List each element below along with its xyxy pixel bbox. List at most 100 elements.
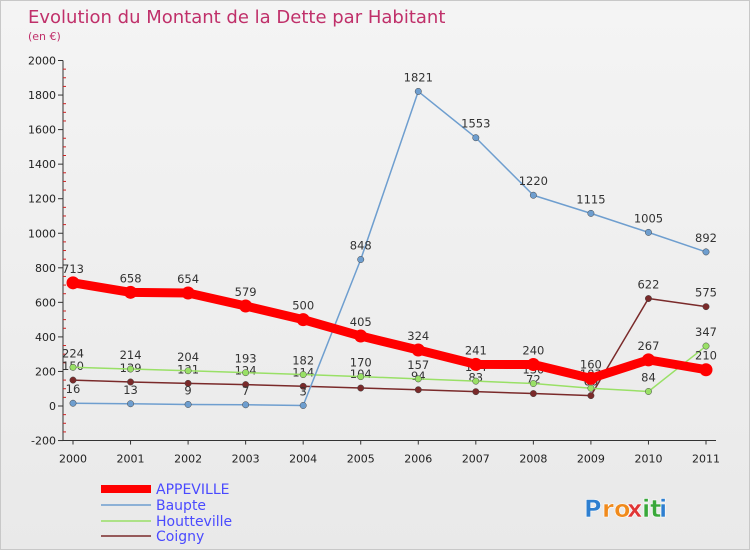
data-point [526,358,540,372]
data-point [124,285,138,299]
x-tick-label: 2003 [232,453,260,466]
data-label: 405 [350,315,372,329]
chart-title: Evolution du Montant de la Dette par Hab… [28,7,445,28]
x-tick-label: 2009 [577,453,605,466]
data-label: 193 [235,352,257,366]
data-label: 1821 [404,70,433,84]
data-point [529,191,537,199]
data-point [641,353,655,367]
series-layer: 1501391311241141049483726062257522421420… [62,70,717,409]
y-tick-label: 1800 [28,89,56,102]
data-point [69,363,77,371]
data-label: 224 [62,346,84,360]
series-coigny: 15013913112411410494837260622575 [62,278,717,400]
data-label: 658 [120,271,142,285]
data-label: 204 [177,350,199,364]
data-label: 1005 [634,211,663,225]
data-point [702,342,710,350]
data-point [587,209,595,217]
data-label: 3 [300,384,307,398]
data-point [411,343,425,357]
data-label: 654 [177,272,199,286]
series-line [68,278,711,383]
data-label: 1220 [519,174,548,188]
data-point [699,363,713,377]
data-label: 9 [184,383,191,397]
data-point [69,376,77,384]
data-label: 210 [695,349,717,363]
x-tick-label: 2008 [519,453,547,466]
data-point [296,313,310,327]
legend-label: Houtteville [156,514,232,530]
logo-letter: t [650,495,661,523]
data-point [414,87,422,95]
data-point [587,392,595,400]
data-point [354,329,368,343]
data-label: 214 [120,348,142,362]
data-point [184,379,192,387]
legend-label: Baupte [156,498,206,514]
data-point [472,134,480,142]
data-point [469,357,483,371]
data-point [414,386,422,394]
data-label: 579 [235,285,257,299]
data-label: 892 [695,231,717,245]
data-label: 240 [522,344,544,358]
y-tick-label: 2000 [28,55,56,68]
data-label: 575 [695,286,717,300]
data-point [66,276,80,290]
legend-label: APPEVILLE [156,482,229,498]
y-tick-label: -200 [31,435,56,448]
x-tick-label: 2002 [174,453,202,466]
y-tick-label: 1200 [28,193,56,206]
data-point [127,378,134,386]
y-tick-label: 600 [35,296,56,309]
chart-subtitle: (en €) [28,30,61,43]
data-point [181,286,195,300]
data-point [529,390,537,398]
axes: -200 0 200 400 600 800 1000 1200 1400 1600 1800 200… [28,55,720,466]
y-tick-label: 0 [49,400,56,413]
data-point [414,375,422,383]
logo-letter: o [614,495,631,523]
series-line [72,90,707,407]
y-tick-label: 1400 [28,158,56,171]
data-label: 160 [580,357,602,371]
data-label: 848 [350,239,372,253]
y-tick-label: 400 [35,331,56,344]
series-appeville: 713 658 654 579 500 405 324 241 240 160 267 210 [62,262,717,385]
y-tick-label: 1000 [28,227,56,240]
legend-label: Coigny [156,529,204,545]
data-point [645,295,652,302]
logo-letter: i [642,495,650,523]
data-label: 84 [641,370,656,384]
data-label: 182 [292,354,314,368]
data-point [299,371,307,379]
data-point [645,388,652,395]
logo-letter: i [659,495,667,523]
data-point [702,248,710,256]
y-tick-label: 800 [35,262,56,275]
x-tick-label: 2001 [117,453,145,466]
data-label: 500 [292,299,314,313]
data-point [242,369,250,377]
logo-letter: r [602,495,614,523]
data-point [702,303,710,311]
series-line [72,345,707,393]
data-point [357,256,365,263]
x-tick-label: 2011 [692,453,720,466]
x-tick-label: 2006 [404,453,432,466]
data-label: 13 [123,383,138,397]
x-tick-label: 2005 [347,453,375,466]
data-label: 16 [66,382,81,396]
data-point [357,384,365,392]
data-point [299,402,307,409]
series-houtteville: 22421420419318217015714413010384347 [62,325,717,395]
data-label: 170 [350,356,372,370]
data-point [645,228,652,236]
data-point [529,380,537,387]
data-label: 622 [637,278,659,292]
